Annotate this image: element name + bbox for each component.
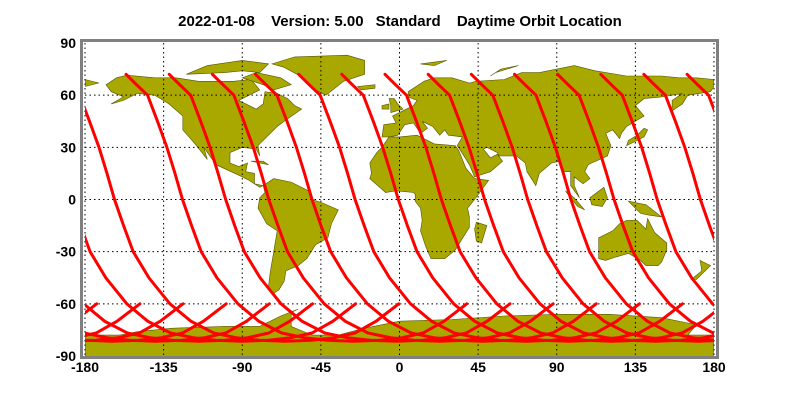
x-tick-label: 135 bbox=[624, 359, 648, 375]
title-date: 2022-01-08 bbox=[178, 13, 255, 30]
orbit-track-5 bbox=[0, 74, 10, 341]
land-africa bbox=[369, 134, 490, 259]
orbit-track-10 bbox=[513, 72, 714, 342]
land-layer bbox=[85, 54, 714, 356]
x-tick-label: -90 bbox=[232, 359, 252, 375]
land-iceland bbox=[356, 84, 376, 91]
y-tick-label: 60 bbox=[60, 87, 76, 103]
land-greenland bbox=[270, 54, 365, 96]
orbit-track-11 bbox=[556, 72, 714, 335]
chart-title: 2022-01-08 Version: 5.00 Standard Daytime… bbox=[0, 13, 800, 30]
y-tick-label: -30 bbox=[56, 244, 76, 260]
y-axis-ticks: 90 60 30 0 -30 -60 -90 bbox=[56, 35, 76, 364]
y-tick-label: 90 bbox=[60, 35, 76, 51]
orbit-track-14 bbox=[85, 105, 401, 343]
land-chukotka bbox=[85, 79, 100, 87]
y-tick-label: -60 bbox=[56, 296, 76, 312]
land-madagascar bbox=[474, 221, 488, 244]
land-antarctica bbox=[85, 308, 714, 356]
y-tick-label: 30 bbox=[60, 139, 76, 155]
x-tick-label: 45 bbox=[470, 359, 486, 375]
title-product: Standard bbox=[375, 13, 441, 30]
orbit-track-13 bbox=[85, 233, 358, 343]
orbit-track-13 bbox=[642, 72, 714, 243]
land-baffin-island bbox=[241, 72, 292, 91]
orbit-track-1 bbox=[755, 74, 800, 341]
land-new-zealand bbox=[690, 259, 712, 280]
title-version: Version: 5.00 bbox=[271, 13, 364, 30]
x-tick-label: 180 bbox=[702, 359, 726, 375]
title-subtitle: Daytime Orbit Location bbox=[456, 13, 622, 30]
orbit-track-12 bbox=[599, 72, 714, 307]
y-tick-label: 0 bbox=[68, 192, 76, 208]
land-svalbard bbox=[420, 60, 447, 66]
x-axis-ticks: -180 -135 -90 -45 0 45 90 135 180 bbox=[71, 359, 726, 375]
land-ireland bbox=[381, 103, 390, 110]
x-tick-label: -45 bbox=[311, 359, 331, 375]
land-arctic-islands bbox=[186, 60, 270, 75]
land-new-guinea bbox=[627, 200, 663, 218]
land-novaya-zemlya bbox=[490, 65, 519, 77]
land-borneo bbox=[589, 186, 608, 207]
land-eurasia bbox=[381, 65, 714, 198]
x-tick-label: -180 bbox=[71, 359, 99, 375]
orbit-tracks bbox=[0, 72, 800, 343]
land-great-britain bbox=[388, 98, 404, 113]
orbit-track-6 bbox=[0, 74, 54, 341]
x-tick-label: 0 bbox=[396, 359, 404, 375]
x-tick-label: 90 bbox=[549, 359, 565, 375]
orbit-track-9 bbox=[469, 72, 714, 343]
plot-frame bbox=[80, 39, 719, 359]
y-tick-label: -90 bbox=[56, 348, 76, 364]
land-australia bbox=[598, 217, 668, 266]
x-tick-label: -135 bbox=[150, 359, 178, 375]
